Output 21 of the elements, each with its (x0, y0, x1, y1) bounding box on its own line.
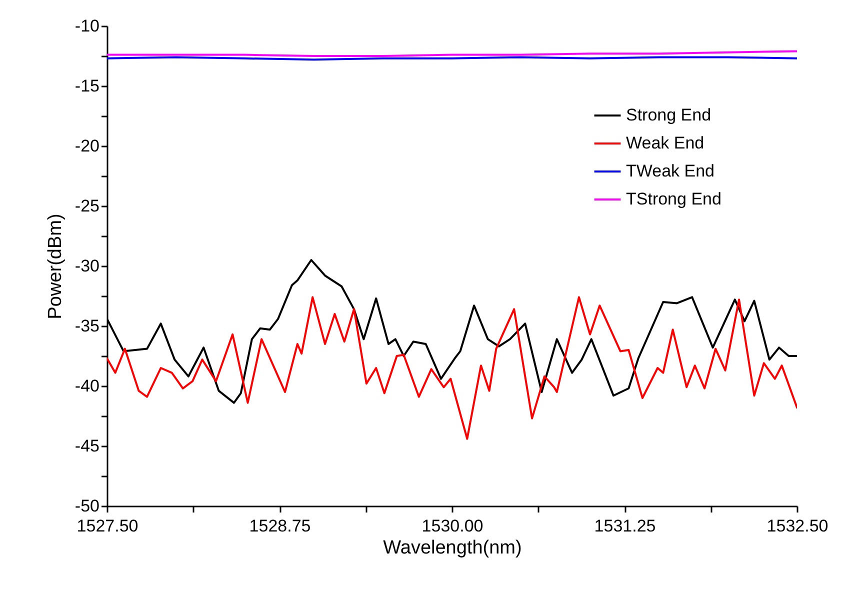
legend-label: TWeak End (626, 162, 715, 180)
y-tick-label: -30 (74, 256, 100, 276)
y-tick-label: -25 (74, 196, 100, 216)
x-tick-label: 1532.50 (766, 516, 828, 536)
legend-label: Strong End (626, 106, 712, 124)
y-tick-label: -45 (74, 436, 100, 456)
legend-label: TStrong End (626, 190, 722, 208)
y-tick-label: -50 (74, 496, 100, 516)
x-tick-label: 1531.25 (594, 516, 656, 536)
y-tick-label: -20 (74, 136, 100, 156)
y-tick-label: -15 (74, 76, 100, 96)
y-tick-label: -40 (74, 376, 100, 396)
y-tick-label: -10 (74, 16, 100, 36)
line-series (107, 296, 797, 440)
x-tick-label: 1530.00 (422, 516, 484, 536)
x-tick-label: 1528.75 (249, 516, 311, 536)
y-tick-label: -35 (74, 316, 100, 336)
x-tick-label: 1527.50 (76, 516, 138, 536)
legend-label: Weak End (626, 134, 704, 152)
x-axis-title: Wavelength(nm) (383, 538, 522, 558)
y-axis-title: Power(dBm) (44, 214, 66, 320)
